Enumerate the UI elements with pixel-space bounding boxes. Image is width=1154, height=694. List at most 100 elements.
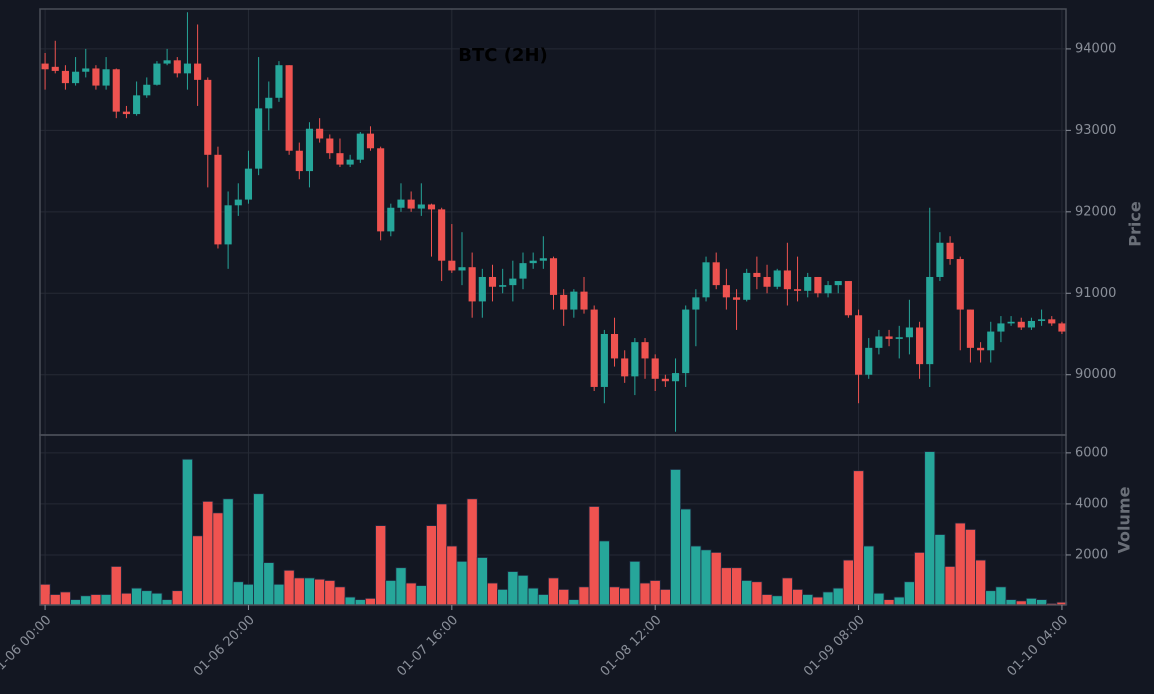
volume-bar [80, 595, 92, 606]
volume-axis-label: Volume [1115, 486, 1134, 553]
candle-body [885, 336, 893, 339]
volume-bar [436, 503, 448, 606]
volume-bar [49, 594, 61, 606]
volume-bar [151, 592, 163, 606]
candle-body [387, 207, 395, 232]
plot [39, 9, 1068, 606]
volume-bar [751, 581, 763, 606]
candle-body [763, 276, 771, 287]
candle-body [448, 260, 456, 271]
volume-bar [283, 569, 295, 606]
candle-body [326, 138, 334, 154]
volume-bar [812, 596, 824, 606]
volume-bar [324, 580, 336, 606]
volume-bar [395, 567, 407, 606]
candle-body [1058, 323, 1066, 332]
candle-body [275, 65, 283, 98]
candle-body [265, 97, 273, 109]
candle-body [600, 333, 608, 387]
candle-body [946, 242, 954, 260]
volume-bar [263, 562, 275, 606]
candle-body [732, 297, 741, 300]
volume-bar [303, 577, 315, 606]
volume-tick-label: 2000 [1075, 547, 1108, 562]
candle-body [346, 159, 354, 165]
candle-body [936, 242, 944, 277]
candle-body [570, 291, 578, 310]
candle-body [407, 199, 415, 209]
candle-body [966, 309, 974, 348]
volume-bar [446, 545, 458, 606]
candle-body [855, 315, 863, 375]
candle-body [997, 323, 1005, 332]
volume-bar [781, 577, 793, 606]
volume-bar [985, 590, 997, 606]
y-tick-label: 92000 [1075, 204, 1116, 219]
volume-bar [507, 571, 519, 606]
candle-body [458, 267, 466, 271]
y-tick-label: 90000 [1075, 367, 1116, 382]
candle-body [234, 199, 242, 206]
volume-bar [456, 560, 468, 606]
candle-body [468, 267, 476, 302]
candle-body [438, 209, 446, 261]
candle-body [783, 270, 791, 290]
volume-bar [131, 587, 143, 606]
candle-body [295, 150, 303, 172]
candle-body [895, 337, 903, 339]
volume-bar [497, 589, 509, 606]
volume-bar [293, 577, 305, 606]
candle-body [377, 148, 385, 232]
candle-body [824, 285, 832, 294]
volume-bar [364, 597, 376, 606]
volume-frame [39, 434, 1067, 606]
volume-bar [802, 594, 814, 606]
candle-body [743, 272, 751, 300]
volume-bar [741, 580, 753, 606]
volume-bar [1005, 599, 1017, 606]
volume-bar [944, 566, 956, 606]
candle-body [143, 84, 151, 96]
candle-body [397, 199, 405, 208]
candle-body [610, 333, 619, 359]
volume-bar [161, 599, 173, 606]
candle-body [509, 278, 517, 286]
candle-body [631, 342, 639, 377]
candle-body [1027, 320, 1035, 328]
volume-bar [598, 540, 610, 606]
candle-body [1038, 319, 1046, 321]
volume-bar [832, 587, 844, 606]
candle-body [1048, 319, 1056, 324]
y-tick-label: 94000 [1075, 41, 1116, 56]
volume-bar [100, 594, 112, 606]
volume-bar [39, 583, 51, 606]
volume-bar [629, 560, 641, 606]
candle-body [285, 65, 293, 151]
volume-bar [517, 574, 529, 606]
candle-body [519, 263, 527, 279]
volume-bar [934, 534, 946, 606]
volume-bar [720, 567, 732, 606]
volume-bar [426, 525, 437, 606]
volume-bar [405, 582, 417, 606]
volume-bar [853, 470, 865, 606]
y-axis-label: Price [1126, 201, 1145, 247]
candle-body [844, 281, 852, 316]
y-tick-label: 93000 [1075, 123, 1116, 138]
candle-body [621, 358, 629, 377]
volume-bar [415, 585, 427, 606]
volume-bar [883, 599, 895, 606]
chart-title: BTC (2H) [458, 45, 548, 66]
volume-bar [914, 552, 926, 606]
volume-bar [710, 552, 722, 606]
volume-bar [375, 525, 387, 606]
candle-body [41, 63, 49, 70]
volume-bar [964, 529, 976, 606]
volume-bar [314, 578, 326, 606]
volume-bar [242, 583, 254, 606]
candle-body [255, 108, 263, 169]
candle-body [366, 133, 375, 149]
candle-body [814, 276, 822, 294]
volume-bar [558, 589, 570, 606]
